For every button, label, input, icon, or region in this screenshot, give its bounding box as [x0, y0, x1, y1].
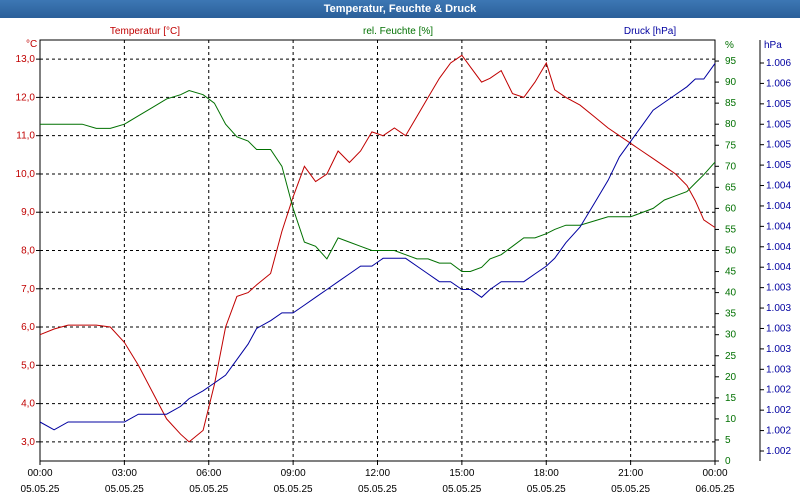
humidity-tick-label: 65 [725, 182, 737, 193]
x-tick-time: 06:00 [196, 468, 221, 479]
humidity-tick-label: 90 [725, 77, 737, 88]
pressure-tick-label: 1.003 [766, 283, 791, 294]
x-tick-date: 05.05.25 [21, 484, 60, 495]
humidity-tick-label: 95 [725, 56, 737, 67]
x-tick-time: 09:00 [281, 468, 306, 479]
chart-labels: 00:00 05.05.25 03:00 05.05.25 06:00 05.05.25 0… [16, 26, 792, 495]
pressure-tick-label: 1.003 [766, 364, 791, 375]
x-tick-time: 00:00 [27, 468, 52, 479]
humidity-tick-label: 75 [725, 140, 737, 151]
pressure-tick-label: 1.004 [766, 242, 791, 253]
temp-tick-label: 3,0 [21, 437, 35, 448]
temp-tick-label: 7,0 [21, 284, 35, 295]
pressure-tick-label: 1.006 [766, 58, 791, 69]
temp-tick-label: 11,0 [16, 131, 35, 142]
pressure-unit-label: hPa [764, 40, 782, 51]
pressure-tick-label: 1.002 [766, 385, 791, 396]
x-tick-date: 05.05.25 [274, 484, 313, 495]
x-tick-date: 05.05.25 [358, 484, 397, 495]
humidity-tick-label: 70 [725, 161, 737, 172]
humidity-tick-label: 45 [725, 267, 737, 278]
x-tick-date: 05.05.25 [611, 484, 650, 495]
temp-tick-label: 4,0 [21, 399, 35, 410]
humidity-tick-label: 85 [725, 98, 737, 109]
pressure-tick-label: 1.005 [766, 160, 791, 171]
series-line-humidity [40, 89, 716, 272]
pressure-tick-label: 1.002 [766, 426, 791, 437]
pressure-axis-title: Druck [hPa] [624, 26, 676, 37]
x-tick-time: 15:00 [449, 468, 474, 479]
pressure-tick-label: 1.005 [766, 140, 791, 151]
humidity-unit-label: % [725, 40, 734, 51]
x-tick-time: 12:00 [365, 468, 390, 479]
humidity-tick-label: 40 [725, 288, 737, 299]
chart: 00:00 05.05.25 03:00 05.05.25 06:00 05.05.25 0… [16, 26, 792, 495]
x-tick-date: 05.05.25 [189, 484, 228, 495]
temp-unit-label: °C [26, 39, 37, 50]
x-tick-time: 00:00 [702, 468, 727, 479]
x-tick-date: 06.05.25 [696, 484, 735, 495]
pressure-tick-label: 1.004 [766, 221, 791, 232]
temp-tick-label: 5,0 [21, 360, 35, 371]
temp-tick-label: 9,0 [21, 207, 35, 218]
temp-tick-label: 12,0 [16, 92, 36, 103]
pressure-tick-label: 1.004 [766, 262, 791, 273]
temp-tick-label: 8,0 [21, 246, 35, 257]
pressure-tick-label: 1.003 [766, 344, 791, 355]
x-tick-date: 05.05.25 [105, 484, 144, 495]
humidity-axis-title: rel. Feuchte [%] [363, 26, 433, 37]
humidity-tick-label: 25 [725, 351, 737, 362]
humidity-tick-label: 60 [725, 203, 737, 214]
humidity-tick-label: 55 [725, 224, 737, 235]
x-tick-time: 03:00 [112, 468, 137, 479]
humidity-tick-label: 10 [725, 414, 737, 425]
series-line-pressure [39, 63, 716, 431]
pressure-tick-label: 1.005 [766, 99, 791, 110]
temp-axis-title: Temperatur [°C] [110, 26, 180, 37]
humidity-tick-label: 0 [725, 456, 731, 467]
pressure-tick-label: 1.005 [766, 119, 791, 130]
humidity-tick-label: 80 [725, 119, 737, 130]
chart-axes [36, 40, 764, 465]
humidity-tick-label: 5 [725, 435, 731, 446]
pressure-tick-label: 1.002 [766, 446, 791, 457]
humidity-tick-label: 20 [725, 372, 737, 383]
pressure-tick-label: 1.006 [766, 78, 791, 89]
humidity-tick-label: 50 [725, 246, 737, 257]
pressure-tick-label: 1.004 [766, 181, 791, 192]
x-tick-date: 05.05.25 [442, 484, 481, 495]
temp-tick-label: 6,0 [21, 322, 35, 333]
series-line-temperature [39, 54, 716, 443]
pressure-tick-label: 1.003 [766, 323, 791, 334]
x-tick-date: 05.05.25 [527, 484, 566, 495]
humidity-tick-label: 35 [725, 309, 737, 320]
temp-tick-label: 10,0 [16, 169, 36, 180]
window-title: Temperatur, Feuchte & Druck [0, 0, 800, 18]
temp-tick-label: 13,0 [16, 54, 36, 65]
pressure-tick-label: 1.002 [766, 405, 791, 416]
pressure-tick-label: 1.003 [766, 303, 791, 314]
humidity-tick-label: 15 [725, 393, 737, 404]
x-tick-time: 21:00 [618, 468, 643, 479]
x-tick-time: 18:00 [534, 468, 559, 479]
chart-series [39, 54, 716, 443]
pressure-tick-label: 1.004 [766, 201, 791, 212]
humidity-tick-label: 30 [725, 330, 737, 341]
